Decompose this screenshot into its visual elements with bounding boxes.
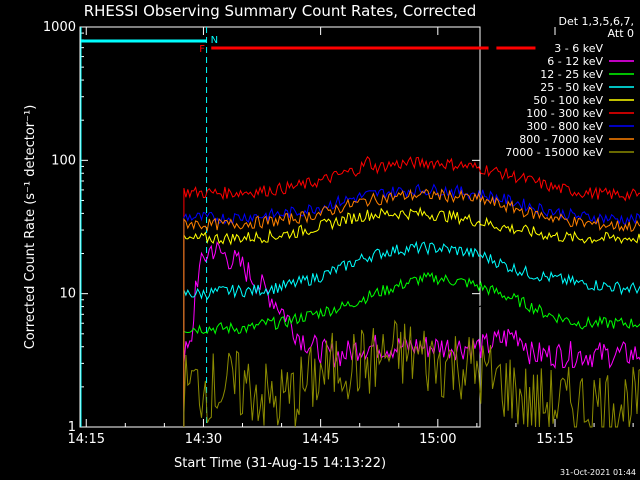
chart-title: RHESSI Observing Summary Count Rates, Co… bbox=[84, 2, 477, 20]
series-line bbox=[183, 241, 640, 427]
x-tick-label: 14:30 bbox=[185, 432, 222, 447]
x-tick-label: 14:45 bbox=[302, 432, 339, 447]
axis-ticks: 14:1514:3014:4515:0015:1515:3015:4511010… bbox=[43, 20, 634, 447]
x-axis-label: Start Time (31-Aug-15 14:13:22) bbox=[174, 456, 386, 471]
legend-label: 12 - 25 keV bbox=[540, 68, 603, 81]
legend-label: 800 - 7000 keV bbox=[519, 133, 603, 146]
flag-n-label: N bbox=[211, 35, 218, 46]
series-line bbox=[183, 188, 640, 427]
y-tick-label: 10 bbox=[59, 287, 76, 302]
x-tick-label: 15:15 bbox=[536, 432, 573, 447]
legend-label: 7000 - 15000 keV bbox=[505, 146, 603, 159]
legend-label: 25 - 50 keV bbox=[540, 81, 603, 94]
plot-area bbox=[79, 26, 481, 428]
flag-f-label: F bbox=[199, 44, 205, 55]
annotations: NF bbox=[80, 27, 536, 427]
legend-label: 300 - 800 keV bbox=[526, 120, 603, 133]
series-line bbox=[183, 236, 640, 427]
footer-timestamp: 31-Oct-2021 01:44 bbox=[560, 468, 636, 477]
x-tick-label: 14:15 bbox=[68, 432, 105, 447]
series-line bbox=[183, 206, 640, 427]
y-tick-label: 100 bbox=[51, 153, 76, 168]
y-tick-label: 1000 bbox=[43, 20, 76, 35]
legend-header-line-2: Att 0 bbox=[608, 27, 634, 40]
legend-header-line-1: Det 1,3,5,6,7, bbox=[558, 15, 634, 28]
series-lines bbox=[183, 155, 640, 428]
legend-label: 6 - 12 keV bbox=[547, 55, 603, 68]
series-line bbox=[183, 240, 640, 427]
plot-frame bbox=[79, 26, 481, 428]
y-axis-label: Corrected Count Rate (s⁻¹ detector⁻¹) bbox=[23, 105, 38, 350]
series-line bbox=[183, 155, 640, 427]
series-line bbox=[183, 319, 640, 428]
series-line bbox=[183, 271, 640, 427]
legend-label: 3 - 6 keV bbox=[554, 42, 603, 55]
y-tick-label: 1 bbox=[68, 420, 76, 435]
series-line bbox=[183, 183, 640, 427]
legend-label: 100 - 300 keV bbox=[526, 107, 603, 120]
legend-label: 50 - 100 keV bbox=[533, 94, 603, 107]
x-tick-label: 15:00 bbox=[419, 432, 456, 447]
